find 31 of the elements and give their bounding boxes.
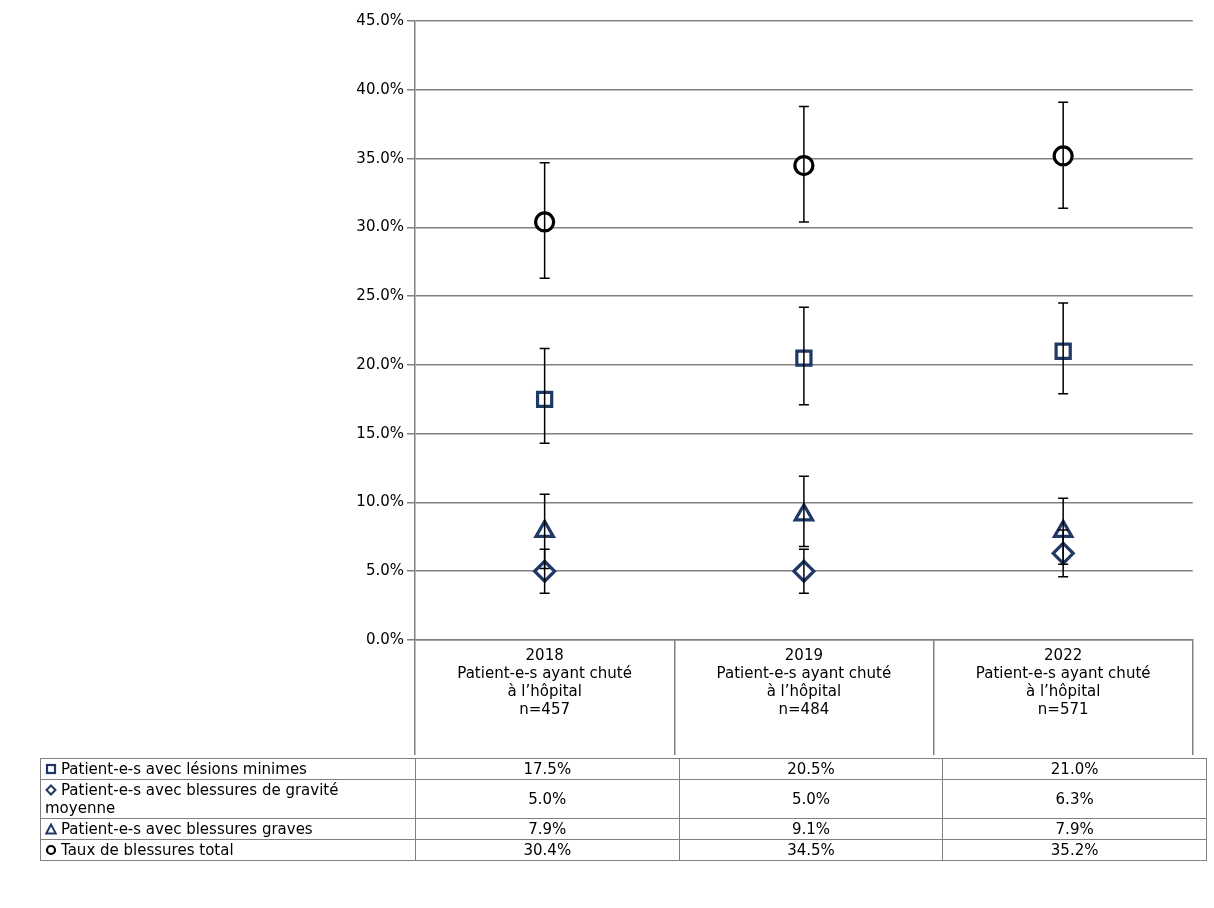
data-label: 30.4%	[415, 839, 680, 861]
data-label: 20.5%	[679, 758, 943, 780]
data-label: 34.5%	[679, 839, 943, 861]
x-tick-label: 2022 Patient-e-s ayant chuté à l’hôpital n=571	[975, 645, 1151, 718]
data-label: 21.0%	[942, 758, 1207, 780]
data-label: 5.0%	[415, 779, 680, 819]
x-tick-label: 2018 Patient-e-s ayant chuté à l’hôpital n=457	[457, 645, 632, 718]
point	[535, 390, 554, 409]
y-tick-label: 10.0%	[356, 492, 404, 511]
y-tick-label: 45.0%	[356, 11, 404, 30]
y-tick-label: 15.0%	[356, 423, 404, 442]
data-label: 17.5%	[415, 758, 680, 780]
legend-label: Taux de blessures total	[61, 841, 234, 859]
data-label: 35.2%	[942, 839, 1207, 861]
y-tick-label: 0.0%	[365, 629, 404, 648]
legend-label: Patient-e-s avec blessures de gravité moyenne	[45, 781, 339, 817]
data-label: 7.9%	[942, 818, 1207, 840]
x-tick-label: 2019 Patient-e-s ayant chuté à l’hôpital n=484	[716, 645, 892, 718]
data-label: 7.9%	[415, 818, 680, 840]
legend-label: Patient-e-s avec blessures graves	[61, 820, 313, 838]
data-label: 9.1%	[679, 818, 943, 840]
legend-label: Patient-e-s avec lésions minimes	[61, 760, 307, 778]
y-tick-label: 40.0%	[356, 79, 404, 98]
y-tick-label: 20.0%	[356, 354, 404, 373]
data-label: 6.3%	[942, 779, 1207, 819]
point	[534, 211, 556, 233]
y-tick-label: 30.0%	[356, 217, 404, 236]
data-label: 5.0%	[679, 779, 943, 819]
y-tick-label: 5.0%	[365, 561, 404, 580]
y-tick-label: 35.0%	[356, 148, 404, 167]
y-tick-label: 25.0%	[356, 286, 404, 305]
